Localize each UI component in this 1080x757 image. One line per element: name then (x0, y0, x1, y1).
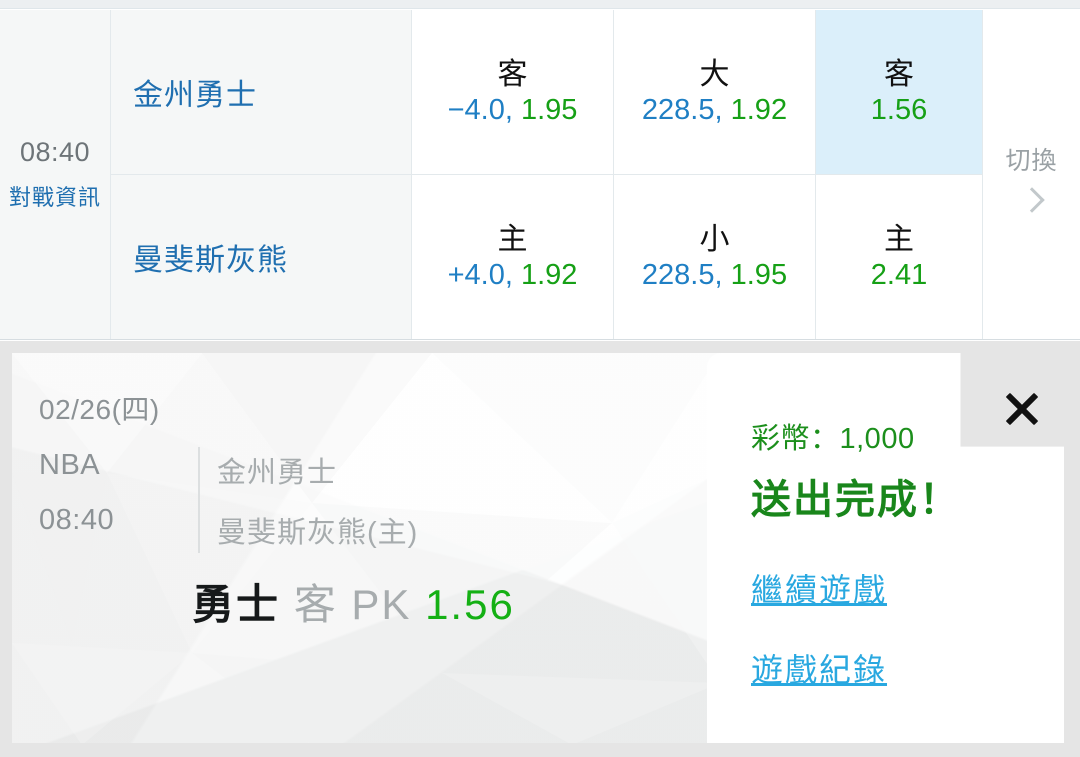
match-info-link[interactable]: 對戰資訊 (8, 185, 101, 210)
odds-side-label: 小 (699, 223, 730, 257)
total-line: 228.5, (641, 93, 723, 126)
odds-value: −4.0, 1.95 (447, 93, 578, 126)
pick-team: 勇士 (192, 581, 281, 628)
odds-value: 228.5, 1.95 (641, 258, 788, 291)
odds-value: 2.41 (870, 258, 928, 291)
receipt-team-away: 金州勇士 (217, 457, 338, 489)
bet-result-overlay: 02/26(四) NBA 08:40 金州勇士 曼斐斯灰熊(主) 勇士 客 PK… (0, 341, 1080, 757)
odds-price: 1.92 (520, 258, 578, 291)
result-panel-content: 彩幣：1,000 送出完成！ 繼續遊戲 遊戲紀錄 (707, 353, 1064, 743)
odds-side-label: 客 (497, 58, 528, 92)
odds-cell-moneyline-home[interactable]: 主 2.41 (816, 174, 982, 339)
polygon-texture (12, 353, 720, 743)
match-time-column: 08:40 對戰資訊 (0, 10, 110, 339)
odds-cell-moneyline-away[interactable]: 客 1.56 (816, 10, 982, 174)
receipt-league: NBA (39, 449, 101, 481)
odds-side-label: 客 (884, 58, 914, 92)
odds-value: 228.5, 1.92 (641, 93, 788, 126)
receipt-date: 02/26(四) (39, 394, 160, 425)
odds-price: 1.95 (520, 93, 578, 126)
switch-market-button[interactable]: 切換 (982, 10, 1080, 339)
handicap-line: +4.0, (447, 258, 513, 291)
receipt-pick: 勇士 客 PK 1.56 (192, 571, 515, 632)
close-icon[interactable] (994, 381, 1050, 437)
handicap-line: −4.0, (447, 93, 513, 126)
continue-game-link[interactable]: 繼續遊戲 (751, 572, 888, 608)
odds-price: 2.41 (870, 258, 928, 291)
odds-price: 1.56 (870, 93, 928, 126)
total-column: 大 228.5, 1.92 小 228.5, 1.95 (613, 10, 815, 339)
match-time: 08:40 (19, 137, 91, 167)
team-name-home[interactable]: 曼斐斯灰熊 (111, 174, 411, 339)
page-top-strip (0, 0, 1080, 9)
receipt-time: 08:40 (39, 504, 115, 536)
team-name-away[interactable]: 金州勇士 (133, 79, 257, 112)
odds-price: 1.95 (730, 258, 788, 291)
switch-label: 切換 (1005, 146, 1058, 175)
teams-column: 金州勇士 曼斐斯灰熊 (110, 10, 411, 339)
receipt-team-home: 曼斐斯灰熊(主) (217, 517, 419, 549)
game-record-link[interactable]: 遊戲紀錄 (751, 652, 888, 688)
odds-price: 1.92 (730, 93, 788, 126)
odds-side-label: 主 (884, 223, 914, 257)
pick-side: 客 (293, 581, 338, 628)
odds-table: 08:40 對戰資訊 金州勇士 曼斐斯灰熊 客 −4.0, 1.95 主 +4.… (0, 10, 1080, 340)
receipt-teams: 金州勇士 曼斐斯灰熊(主) (217, 449, 418, 551)
bet-slip-receipt: 02/26(四) NBA 08:40 金州勇士 曼斐斯灰熊(主) 勇士 客 PK… (12, 353, 720, 743)
submit-status-message: 送出完成！ (751, 478, 961, 522)
odds-cell-handicap-home[interactable]: 主 +4.0, 1.92 (412, 174, 613, 339)
odds-value: +4.0, 1.92 (447, 258, 578, 291)
odds-side-label: 大 (699, 58, 730, 92)
odds-cell-total-over[interactable]: 大 228.5, 1.92 (614, 10, 815, 174)
odds-cell-handicap-away[interactable]: 客 −4.0, 1.95 (412, 10, 613, 174)
moneyline-column: 客 1.56 主 2.41 (815, 10, 982, 339)
handicap-column: 客 −4.0, 1.95 主 +4.0, 1.92 (411, 10, 613, 339)
pick-odds: 1.56 (425, 581, 515, 628)
odds-value: 1.56 (870, 93, 928, 126)
receipt-meta: NBA 08:40 (39, 449, 114, 537)
odds-side-label: 主 (497, 223, 528, 257)
total-line: 228.5, (641, 258, 723, 291)
chevron-right-icon (1018, 186, 1045, 213)
bet-result-card: 02/26(四) NBA 08:40 金州勇士 曼斐斯灰熊(主) 勇士 客 PK… (12, 353, 1064, 743)
pick-market-type: PK (351, 581, 412, 628)
coin-balance: 彩幣：1,000 (751, 423, 915, 455)
receipt-divider (198, 447, 200, 553)
odds-cell-total-under[interactable]: 小 228.5, 1.95 (614, 174, 815, 339)
receipt-torn-edge (12, 733, 720, 743)
